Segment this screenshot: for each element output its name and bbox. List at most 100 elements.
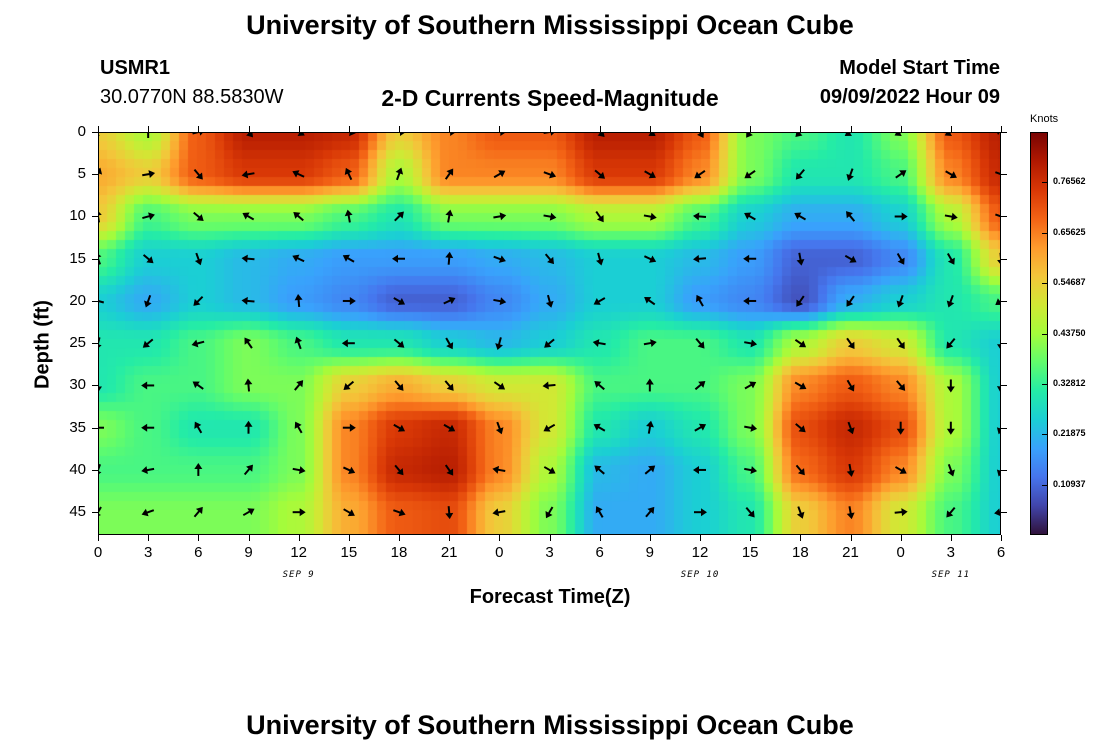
current-arrow xyxy=(194,252,203,266)
current-arrow xyxy=(543,466,556,474)
x-tick-mark xyxy=(98,126,99,132)
current-arrow xyxy=(393,508,406,517)
x-tick-label: 12 xyxy=(290,544,307,561)
current-arrow xyxy=(694,169,706,179)
current-arrow xyxy=(743,296,757,305)
current-arrow xyxy=(342,254,355,263)
x-tick-mark xyxy=(750,535,752,541)
current-arrow xyxy=(896,421,905,435)
x-tick-mark xyxy=(148,126,150,132)
x-tick-label: 15 xyxy=(741,544,759,561)
current-arrow xyxy=(946,379,955,393)
x-tick-label: 6 xyxy=(996,544,1006,561)
x-tick-label: 0 xyxy=(896,544,905,561)
y-tick-mark xyxy=(1001,512,1007,514)
current-arrow xyxy=(946,253,955,265)
current-arrow xyxy=(293,211,304,222)
x-tick-mark xyxy=(800,535,802,541)
current-arrow xyxy=(343,380,355,390)
colorbar-tick-mark xyxy=(1042,182,1048,184)
current-arrow xyxy=(493,297,507,306)
current-arrow xyxy=(995,170,1001,179)
current-arrow xyxy=(98,379,102,393)
x-tick-mark xyxy=(248,535,250,541)
current-arrow xyxy=(241,254,255,263)
current-arrow xyxy=(994,508,1001,517)
y-tick-mark xyxy=(92,512,98,514)
current-arrow xyxy=(895,170,907,179)
x-tick-mark xyxy=(298,126,300,132)
current-arrow xyxy=(147,132,150,138)
current-arrow xyxy=(894,212,908,221)
current-arrow xyxy=(144,294,152,308)
current-arrow xyxy=(743,254,757,263)
y-tick-mark xyxy=(92,343,98,345)
y-tick-mark xyxy=(1001,469,1007,471)
y-tick-mark xyxy=(1001,300,1007,302)
current-arrow xyxy=(593,423,606,432)
current-arrow xyxy=(492,465,506,474)
x-tick-label: 3 xyxy=(946,544,955,561)
current-arrow xyxy=(794,381,807,390)
y-tick-label: 10 xyxy=(69,207,86,225)
x-tick-mark xyxy=(198,126,200,132)
current-arrow xyxy=(394,380,404,391)
current-arrow xyxy=(744,423,758,432)
colorbar-tick-label: 0.76562 xyxy=(1053,176,1086,187)
x-tick-mark xyxy=(1001,535,1002,541)
y-tick-mark xyxy=(92,216,98,218)
y-tick-label: 15 xyxy=(69,249,86,267)
current-arrow xyxy=(946,294,955,308)
y-tick-mark xyxy=(1001,216,1007,218)
colorbar-tick-mark xyxy=(1042,283,1048,285)
current-arrow xyxy=(191,339,205,348)
current-arrow xyxy=(194,462,203,476)
current-arrow xyxy=(693,212,707,221)
current-arrow xyxy=(795,464,805,476)
x-tick-mark xyxy=(950,535,952,541)
x-tick-label: 21 xyxy=(440,544,458,561)
current-arrow xyxy=(445,209,454,223)
current-arrow xyxy=(292,170,305,178)
current-arrow xyxy=(395,167,404,181)
y-tick-label: 0 xyxy=(77,123,86,140)
current-arrow xyxy=(544,338,555,348)
current-arrow xyxy=(292,508,306,517)
current-arrow xyxy=(493,170,506,179)
current-arrow xyxy=(896,253,905,265)
x-tick-label: 3 xyxy=(545,544,554,561)
current-arrows xyxy=(98,132,1001,520)
current-arrow xyxy=(694,508,707,517)
current-arrow xyxy=(846,506,855,520)
current-arrow xyxy=(294,421,303,434)
station-coords: 30.0770N 88.5830W xyxy=(100,86,284,108)
current-arrow xyxy=(342,423,356,432)
x-tick-label: 6 xyxy=(194,544,203,561)
current-arrow xyxy=(946,506,956,518)
x-tick-label: 9 xyxy=(645,544,654,561)
y-tick-label: 20 xyxy=(69,291,86,309)
current-arrow xyxy=(492,508,506,517)
current-arrow xyxy=(192,132,206,136)
x-tick-label: 18 xyxy=(390,544,408,561)
x-tick-mark xyxy=(800,126,802,132)
current-arrow xyxy=(944,212,958,221)
current-arrow xyxy=(544,253,554,265)
x-tick-mark xyxy=(399,535,400,541)
current-arrow xyxy=(243,132,253,138)
current-arrow xyxy=(694,380,706,391)
current-arrow xyxy=(946,421,955,435)
current-arrow xyxy=(98,337,102,350)
current-arrow xyxy=(98,506,102,519)
x-tick-mark xyxy=(148,535,150,541)
chart-title: 2-D Currents Speed-Magnitude xyxy=(381,85,719,111)
x-tick-label: 21 xyxy=(842,544,859,561)
current-arrow xyxy=(342,466,356,474)
current-arrow xyxy=(342,132,356,137)
current-arrow xyxy=(445,251,454,265)
current-arrow xyxy=(595,210,604,223)
current-arrow xyxy=(696,132,704,139)
current-arrow xyxy=(244,420,253,434)
current-arrow xyxy=(794,338,807,348)
x-tick-mark xyxy=(850,126,852,132)
